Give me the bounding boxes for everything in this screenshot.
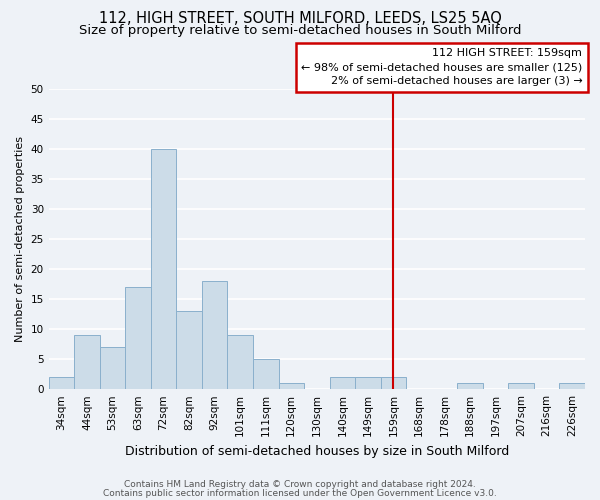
Bar xyxy=(151,150,176,389)
Bar xyxy=(329,377,355,389)
Bar xyxy=(253,359,278,389)
Text: Contains public sector information licensed under the Open Government Licence v3: Contains public sector information licen… xyxy=(103,489,497,498)
Bar xyxy=(227,335,253,389)
Text: 112, HIGH STREET, SOUTH MILFORD, LEEDS, LS25 5AQ: 112, HIGH STREET, SOUTH MILFORD, LEEDS, … xyxy=(98,11,502,26)
Bar xyxy=(100,347,125,389)
Bar xyxy=(559,383,585,389)
Bar xyxy=(355,377,380,389)
Y-axis label: Number of semi-detached properties: Number of semi-detached properties xyxy=(15,136,25,342)
Text: 112 HIGH STREET: 159sqm
← 98% of semi-detached houses are smaller (125)
2% of se: 112 HIGH STREET: 159sqm ← 98% of semi-de… xyxy=(301,48,583,86)
Bar xyxy=(380,377,406,389)
Text: Size of property relative to semi-detached houses in South Milford: Size of property relative to semi-detach… xyxy=(79,24,521,37)
Bar xyxy=(176,311,202,389)
Bar xyxy=(49,377,74,389)
Bar xyxy=(202,281,227,389)
Bar xyxy=(74,335,100,389)
Bar xyxy=(457,383,483,389)
Text: Contains HM Land Registry data © Crown copyright and database right 2024.: Contains HM Land Registry data © Crown c… xyxy=(124,480,476,489)
Bar xyxy=(278,383,304,389)
Bar xyxy=(508,383,534,389)
X-axis label: Distribution of semi-detached houses by size in South Milford: Distribution of semi-detached houses by … xyxy=(125,444,509,458)
Bar xyxy=(125,287,151,389)
